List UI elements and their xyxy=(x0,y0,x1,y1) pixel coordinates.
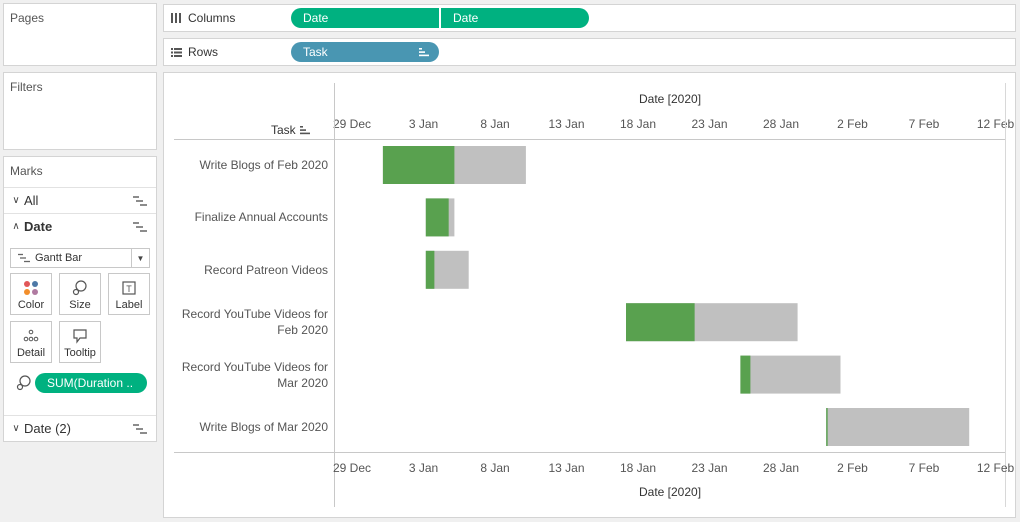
x-tick-label: 8 Jan xyxy=(480,461,510,475)
size-icon xyxy=(16,375,31,391)
x-tick-label: 13 Jan xyxy=(548,117,585,131)
chevron-down-icon[interactable]: ▼ xyxy=(131,249,149,267)
row-header: Task xyxy=(271,123,310,137)
row-label: Write Blogs of Feb 2020 xyxy=(199,158,328,172)
marks-all-label: All xyxy=(24,193,39,208)
rows-pill-label: Task xyxy=(303,45,328,59)
filters-title: Filters xyxy=(10,80,43,94)
size-measure-pill[interactable]: SUM(Duration .. xyxy=(35,373,147,393)
x-tick-label: 18 Jan xyxy=(619,117,657,131)
color-button[interactable]: Color xyxy=(10,273,52,315)
gantt-bar-progress[interactable] xyxy=(382,146,455,184)
gantt-bar-progress[interactable] xyxy=(626,303,695,342)
label-icon: T xyxy=(109,280,149,296)
size-measure-pill-label: SUM(Duration .. xyxy=(47,376,134,390)
marks-date2-row[interactable]: ∨ Date (2) xyxy=(4,415,156,441)
plot-area xyxy=(174,83,1006,507)
size-button[interactable]: Size xyxy=(59,273,101,315)
gantt-bar-progress[interactable] xyxy=(740,355,751,394)
x-tick-label: 29 Dec xyxy=(332,461,372,475)
gantt-bar-progress[interactable] xyxy=(826,408,828,446)
label-button[interactable]: T Label xyxy=(108,273,150,315)
rows-shelf[interactable]: Rows Task xyxy=(163,38,1016,66)
svg-text:T: T xyxy=(126,284,132,294)
x-tick-label: 3 Jan xyxy=(408,117,439,131)
gantt-bar-total[interactable] xyxy=(740,355,841,394)
marks-all-row[interactable]: ∨ All xyxy=(4,187,156,213)
x-tick-label: 7 Feb xyxy=(908,461,940,475)
mark-type-dropdown[interactable]: Gantt Bar ▼ xyxy=(10,248,150,268)
detail-button[interactable]: Detail xyxy=(10,321,52,363)
row-label: Write Blogs of Mar 2020 xyxy=(199,420,328,434)
gantt-bar-progress[interactable] xyxy=(425,198,449,237)
x-tick-label: 12 Feb xyxy=(976,117,1015,131)
x-tick-label: 28 Jan xyxy=(762,117,800,131)
pages-title: Pages xyxy=(10,11,45,25)
chevron-up-icon[interactable]: ∧ xyxy=(12,221,20,232)
gantt-mark-icon xyxy=(133,222,147,232)
gantt-mark-icon xyxy=(133,424,147,434)
tooltip-icon xyxy=(60,328,100,344)
gantt-mark-icon xyxy=(133,196,147,206)
rows-icon xyxy=(171,48,182,57)
columns-label: Columns xyxy=(188,11,236,25)
marks-title: Marks xyxy=(10,164,43,178)
x-tick-label: 23 Jan xyxy=(691,117,728,131)
x-tick-label: 18 Jan xyxy=(619,461,657,475)
x-tick-label: 3 Jan xyxy=(408,461,439,475)
marks-card: Marks ∨ All ∧ Date Gantt Bar ▼ Color Siz… xyxy=(3,156,157,442)
rows-label: Rows xyxy=(188,45,219,59)
row-label: Finalize Annual Accounts xyxy=(194,210,328,225)
columns-pill-date-2[interactable]: Date xyxy=(441,8,589,28)
row-label: Record Patreon Videos xyxy=(204,262,328,277)
columns-pill-label: Date xyxy=(453,11,479,25)
columns-shelf[interactable]: Columns Date Date xyxy=(163,4,1016,32)
detail-icon xyxy=(11,328,51,344)
detail-button-label: Detail xyxy=(16,347,46,359)
x-tick-label: 13 Jan xyxy=(548,461,585,475)
color-button-label: Color xyxy=(17,299,45,311)
size-icon xyxy=(60,280,100,296)
row-header-label: Task xyxy=(271,123,296,137)
tooltip-button-label: Tooltip xyxy=(64,347,96,359)
columns-pill-date-1[interactable]: Date xyxy=(291,8,439,28)
filters-shelf[interactable]: Filters xyxy=(3,72,157,150)
size-button-label: Size xyxy=(69,299,91,311)
columns-pill-label: Date xyxy=(303,11,329,25)
x-tick-label: 23 Jan xyxy=(691,461,728,475)
x-tick-label: 29 Dec xyxy=(332,117,372,131)
row-label: Record YouTube Videos for Feb 2020 xyxy=(181,307,328,338)
marks-date2-label: Date (2) xyxy=(24,421,71,436)
gantt-bar-progress[interactable] xyxy=(425,250,435,289)
mark-type-value: Gantt Bar xyxy=(35,252,83,264)
gantt-mark-icon xyxy=(18,253,30,263)
marks-date-label: Date xyxy=(24,219,53,234)
chevron-down-icon[interactable]: ∨ xyxy=(12,195,20,206)
x-axis-title-bottom: Date [2020] xyxy=(638,485,702,499)
sort-descending-icon[interactable] xyxy=(419,47,429,57)
rows-pill-task[interactable]: Task xyxy=(291,42,439,62)
x-tick-label: 8 Jan xyxy=(480,117,510,131)
x-tick-label: 2 Feb xyxy=(837,461,868,475)
color-icon xyxy=(11,280,51,296)
label-button-label: Label xyxy=(115,299,143,311)
columns-icon xyxy=(171,13,181,23)
x-tick-label: 2 Feb xyxy=(837,117,868,131)
x-tick-label: 7 Feb xyxy=(908,117,940,131)
pages-shelf[interactable]: Pages xyxy=(3,3,157,66)
row-label: Record YouTube Videos for Mar 2020 xyxy=(181,359,328,390)
x-axis-title-top: Date [2020] xyxy=(638,92,702,106)
sort-descending-icon[interactable] xyxy=(299,125,310,135)
marks-date-row[interactable]: ∧ Date xyxy=(4,213,156,239)
tooltip-button[interactable]: Tooltip xyxy=(59,321,101,363)
chevron-down-icon[interactable]: ∨ xyxy=(12,423,20,434)
x-tick-label: 12 Feb xyxy=(976,461,1015,475)
gantt-bar-total[interactable] xyxy=(826,408,970,446)
x-tick-label: 28 Jan xyxy=(762,461,800,475)
gantt-chart: Date [2020] Task 29 Dec 3 Jan 8 Jan 13 Jan 1… xyxy=(163,72,1016,518)
